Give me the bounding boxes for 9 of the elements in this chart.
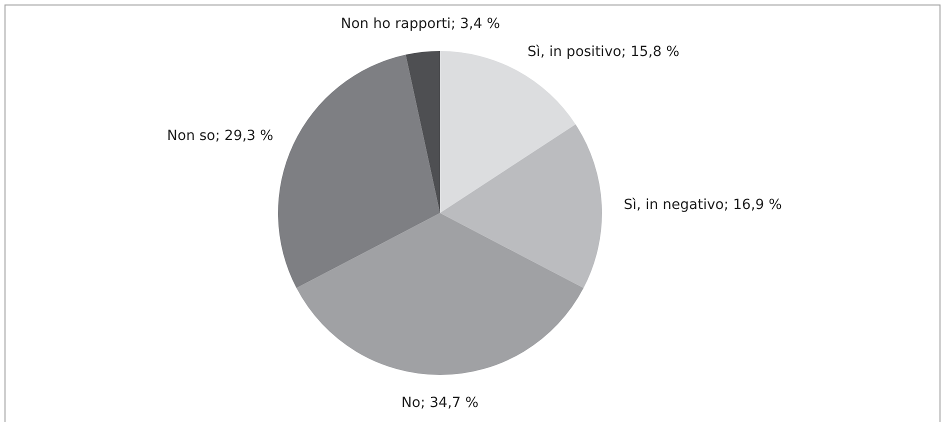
pie-slice [278,54,440,288]
slice-label: Non ho rapporti; 3,4 % [340,16,500,32]
pie-slice [406,51,440,213]
slice-label: Sì, in positivo; 15,8 % [528,44,680,60]
pie-slice [296,213,584,375]
slice-label: Non so; 29,3 % [167,128,274,144]
slice-label: Sì, in negativo; 16,9 % [624,197,782,214]
pie-slice [440,124,602,288]
slice-label: No; 34,7 % [401,395,479,411]
